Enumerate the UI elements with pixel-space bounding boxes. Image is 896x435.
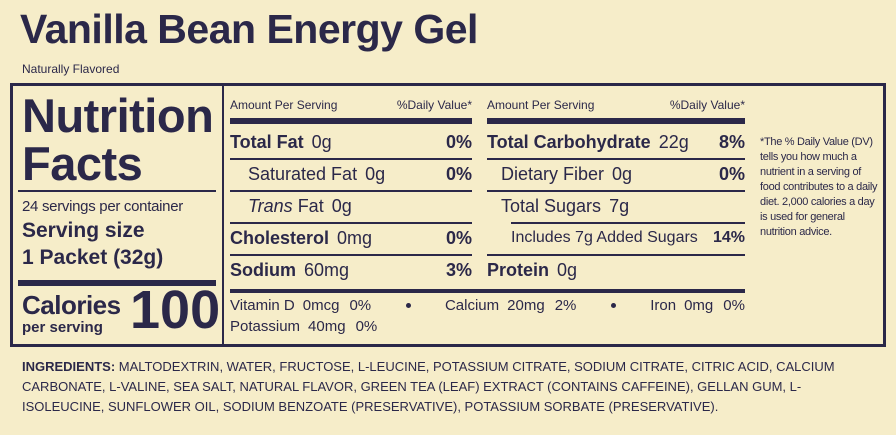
vitamin-name: Potassium [230, 318, 301, 335]
nutrient-row: Trans Fat 0g [230, 190, 472, 222]
serving-size: 1 Packet (32g) [22, 246, 164, 269]
vitamin-line: Vitamin D 0mcg 0% Calcium 20mg 2% Iron 0mg 0% [230, 297, 745, 314]
rule [230, 118, 472, 124]
vitamin-line: Potassium 40mg 0% [230, 318, 377, 335]
rule [487, 158, 745, 160]
nutrient-dv: 0% [445, 131, 472, 152]
nutrient-row: Total Fat 0g 0% [230, 126, 472, 158]
serving-size-label: Serving size [22, 219, 145, 242]
nutrient-dv: 8% [718, 131, 745, 152]
rule [18, 190, 216, 192]
nutrient-row: Dietary Fiber 0g 0% [487, 158, 745, 190]
nutrient-row: Protein 0g [487, 254, 745, 286]
nutrient-row: Sodium 60mg 3% [230, 254, 472, 286]
nutrient-name: Dietary Fiber [501, 163, 605, 184]
calories-value: 100 [130, 280, 221, 340]
rule [230, 190, 472, 192]
vitamin-amount: 0mcg [302, 297, 340, 314]
nutrient-amount: 0g [365, 163, 386, 184]
rule [487, 254, 745, 256]
header-dv: %Daily Value* [669, 98, 745, 112]
vitamin-dv: 2% [554, 297, 577, 314]
rule [511, 222, 745, 224]
vitamin-name: Iron [650, 297, 677, 314]
rule [230, 254, 472, 256]
servings: 24 servings per container [22, 198, 183, 215]
calories-sub: per serving [22, 319, 103, 336]
nutrient-amount: 0g [311, 131, 332, 152]
nutrient-amount: 7g [609, 195, 630, 216]
nutrient-name: Total Sugars [501, 195, 602, 216]
rule [487, 118, 745, 124]
nutrition-panel [10, 83, 886, 347]
nutrient-amount: 0g [612, 163, 633, 184]
nutrient-dv: 0% [718, 163, 745, 184]
calories-label: Calories [22, 290, 121, 320]
nutrient-row: Cholesterol 0mg 0% [230, 222, 472, 254]
nutrient-name: Total Carbohydrate [487, 131, 651, 152]
rule [18, 280, 216, 286]
facts-heading: Facts [22, 137, 143, 190]
nutrient-name: Cholesterol [230, 227, 330, 248]
nutrient-name: Protein [487, 259, 550, 280]
vitamin-name: Calcium [444, 297, 500, 314]
vitamin-dv: 0% [355, 318, 378, 335]
nutrient-amount: 0mg [337, 227, 373, 248]
vitamin-amount: 0mg [684, 297, 714, 314]
nutrient-column: Amount Per Serving %Daily Value* Total Fat… [230, 92, 472, 292]
nutrient-name-italic: Trans [248, 195, 293, 216]
nutrient-amount: 22g [658, 131, 689, 152]
rule [230, 222, 472, 224]
nutrient-dv: 3% [445, 259, 472, 280]
nutrient-row: Total Carbohydrate 22g 8% [487, 126, 745, 158]
ingredients-label: INGREDIENTS: [22, 359, 116, 374]
vitamin: Calcium 20mg 2% [445, 297, 576, 314]
vitamin-amount: 40mg [308, 318, 346, 335]
nutrient-column: Amount Per Serving %Daily Value* Total Car… [487, 92, 745, 292]
nutrient-amount: 0g [331, 195, 352, 216]
ingredients-text: MALTODEXTRIN, WATER, FRUCTOSE, L-LEUCINE… [22, 359, 835, 414]
nutrient-dv: 14% [712, 229, 745, 246]
vitamin-dv: 0% [723, 297, 745, 314]
nutrient-row: Includes 7g Added Sugars 14% [487, 222, 745, 254]
nutrient-name: Saturated Fat [248, 163, 358, 184]
vitamin-amount: 20mg [507, 297, 545, 314]
vitamin: Iron 0mg 0% [650, 297, 745, 314]
ingredients: INGREDIENTS: MALTODEXTRIN, WATER, FRUCTO… [22, 357, 882, 417]
vitamin: Potassium 40mg 0% [230, 318, 377, 335]
nutrient-name: Fat [297, 195, 324, 216]
nutrient-row: Saturated Fat 0g 0% [230, 158, 472, 190]
rule [230, 289, 745, 293]
divider [222, 86, 224, 344]
rule [487, 190, 745, 192]
subtitle: Naturally Flavored [22, 62, 120, 76]
product-title: Vanilla Bean Energy Gel [20, 6, 478, 52]
nutrient-dv: 0% [445, 227, 472, 248]
rule [230, 158, 472, 160]
facts-heading: Nutrition [22, 89, 214, 142]
nutrient-amount: 60mg [304, 259, 350, 280]
header-amount: Amount Per Serving [487, 98, 595, 112]
header-dv: %Daily Value* [396, 98, 472, 112]
vitamin-dv: 0% [349, 297, 372, 314]
vitamin-name: Vitamin D [230, 297, 295, 314]
nutrient-dv: 0% [445, 163, 472, 184]
header-amount: Amount Per Serving [230, 98, 338, 112]
nutrient-row: Total Sugars 7g [487, 190, 745, 222]
nutrient-name: Includes 7g Added Sugars [511, 229, 698, 246]
separator-dot [405, 303, 411, 308]
nutrient-name: Total Fat [230, 131, 304, 152]
separator-dot [610, 303, 616, 308]
footnote: *The % Daily Value (DV) tells you how mu… [760, 136, 878, 238]
nutrient-name: Sodium [230, 259, 296, 280]
nutrient-amount: 0g [557, 259, 578, 280]
vitamin: Vitamin D 0mcg 0% [230, 297, 371, 314]
